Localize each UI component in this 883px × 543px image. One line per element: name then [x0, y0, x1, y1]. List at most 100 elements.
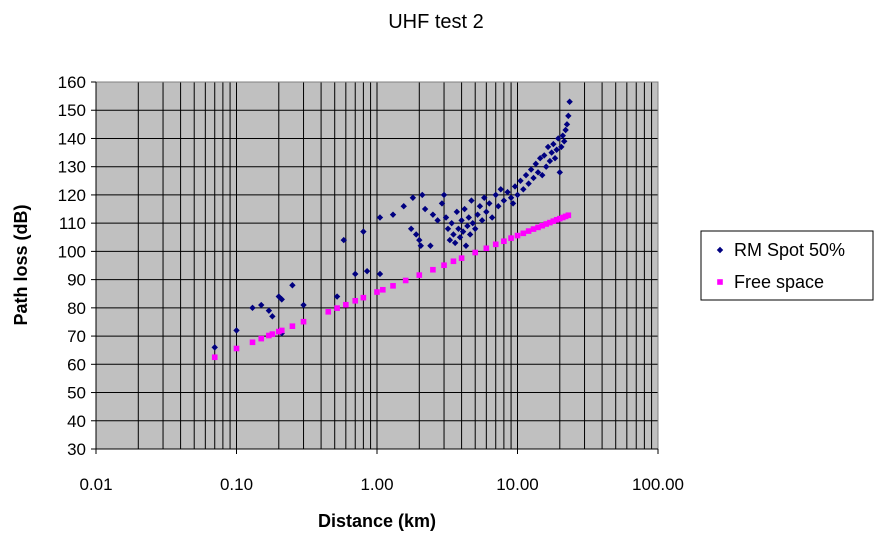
- rm-spot-point: [511, 183, 519, 190]
- rm-spot-point: [363, 267, 371, 275]
- rm-spot-point: [559, 132, 566, 139]
- rm-spot-point: [492, 191, 499, 199]
- y-tick-label: 80: [67, 299, 86, 318]
- free-space-point: [450, 258, 457, 265]
- free-space-point: [565, 212, 572, 219]
- free-space-point: [374, 289, 380, 295]
- rm-spot-point: [556, 169, 563, 176]
- rm-spot-point: [412, 231, 420, 238]
- free-space-point: [390, 283, 396, 289]
- rm-spot-point: [438, 200, 446, 207]
- rm-spot-point: [465, 214, 472, 221]
- free-space-point: [352, 297, 359, 304]
- rm-spot-point: [458, 217, 465, 224]
- free-space-point: [472, 249, 479, 256]
- x-axis-ticks: 0.01 0.10 1.00 10.00 100.00: [79, 449, 684, 494]
- rm-spot-point: [258, 301, 265, 309]
- rm-spot-point: [211, 344, 218, 351]
- rm-spot-point: [565, 112, 572, 120]
- rm-spot-point: [504, 188, 511, 196]
- legend-box: [700, 230, 874, 301]
- rm-spot-point: [400, 203, 407, 210]
- free-space-point: [514, 232, 521, 239]
- free-space-point: [266, 332, 272, 339]
- rm-spot-point: [542, 163, 550, 170]
- rm-spot-point: [562, 126, 569, 134]
- legend-marker-free-space: [717, 279, 723, 285]
- y-axis-ticks: 30 40 50 60 70 80 90 100 110 120 130 140 150 160: [58, 73, 96, 459]
- rm-spot-point: [459, 228, 467, 235]
- y-tick-label: 160: [58, 73, 86, 92]
- rm-spot-point: [495, 203, 502, 210]
- x-tick-label: 10.00: [496, 475, 539, 494]
- free-space-point: [211, 354, 218, 361]
- free-space-point: [380, 286, 386, 293]
- rm-spot-point: [389, 211, 397, 218]
- free-space-point: [249, 339, 256, 346]
- rm-spot-point: [442, 214, 450, 221]
- rm-spot-point: [497, 186, 504, 193]
- rm-spot-point: [340, 236, 347, 244]
- rm-spot-point: [434, 217, 441, 224]
- free-space-point: [520, 230, 527, 237]
- free-space-point: [325, 308, 332, 315]
- legend-marker-rm-spot-50: [716, 246, 724, 254]
- rm-spot-point: [469, 219, 476, 227]
- rm-spot-point: [536, 155, 544, 162]
- free-space-point: [559, 214, 566, 221]
- rm-spot-point: [440, 191, 448, 199]
- rm-spot-point: [532, 160, 540, 168]
- y-tick-label: 70: [67, 327, 86, 346]
- free-space-point: [343, 301, 349, 308]
- rm-spot-point: [507, 194, 515, 201]
- y-tick-label: 30: [67, 440, 86, 459]
- data-points: [211, 98, 573, 361]
- rm-spot-point: [561, 138, 568, 145]
- rm-spot-point: [551, 155, 559, 162]
- free-space-point: [430, 266, 436, 273]
- free-space-point: [402, 277, 409, 284]
- free-space-point: [416, 272, 423, 278]
- free-space-point: [508, 235, 514, 241]
- rm-spot-point: [265, 307, 273, 314]
- free-space-point: [553, 216, 560, 223]
- rm-spot-point: [468, 197, 475, 204]
- rm-spot-point: [555, 135, 562, 142]
- rm-spot-point: [429, 211, 437, 218]
- rm-spot-point: [550, 140, 557, 148]
- rm-spot-point: [376, 214, 384, 221]
- rm-spot-point: [417, 242, 425, 249]
- rm-spot-point: [419, 191, 426, 199]
- rm-spot-point: [352, 270, 359, 278]
- free-space-point: [492, 241, 499, 248]
- free-space-point: [233, 345, 240, 352]
- rm-spot-point: [476, 203, 484, 210]
- rm-spot-point: [525, 180, 532, 187]
- x-tick-label: 0.01: [79, 475, 112, 494]
- rm-spot-point: [409, 194, 417, 201]
- free-space-point: [458, 255, 465, 261]
- legend: RM Spot 50% Free space: [700, 230, 874, 301]
- free-space-point: [543, 221, 549, 227]
- rm-spot-point: [448, 219, 455, 227]
- rm-spot-point: [407, 225, 415, 232]
- y-tick-label: 100: [58, 242, 86, 261]
- y-tick-label: 60: [67, 355, 86, 374]
- free-space-point: [275, 328, 282, 335]
- free-space-point: [525, 228, 532, 234]
- rm-spot-point: [450, 231, 457, 238]
- rm-spot-point: [333, 293, 341, 300]
- rm-spot-point: [249, 304, 256, 312]
- y-tick-label: 90: [67, 271, 86, 290]
- rm-spot-point: [517, 177, 524, 185]
- rm-spot-point: [453, 208, 461, 216]
- free-space-point: [556, 215, 563, 222]
- x-tick-label: 1.00: [360, 475, 393, 494]
- free-space-point: [547, 219, 553, 226]
- free-space-point: [360, 294, 367, 301]
- y-tick-label: 110: [59, 214, 86, 233]
- rm-spot-point: [472, 225, 479, 232]
- free-space-point: [441, 262, 447, 269]
- rm-spot-point: [541, 152, 548, 159]
- rm-spot-point: [534, 169, 542, 176]
